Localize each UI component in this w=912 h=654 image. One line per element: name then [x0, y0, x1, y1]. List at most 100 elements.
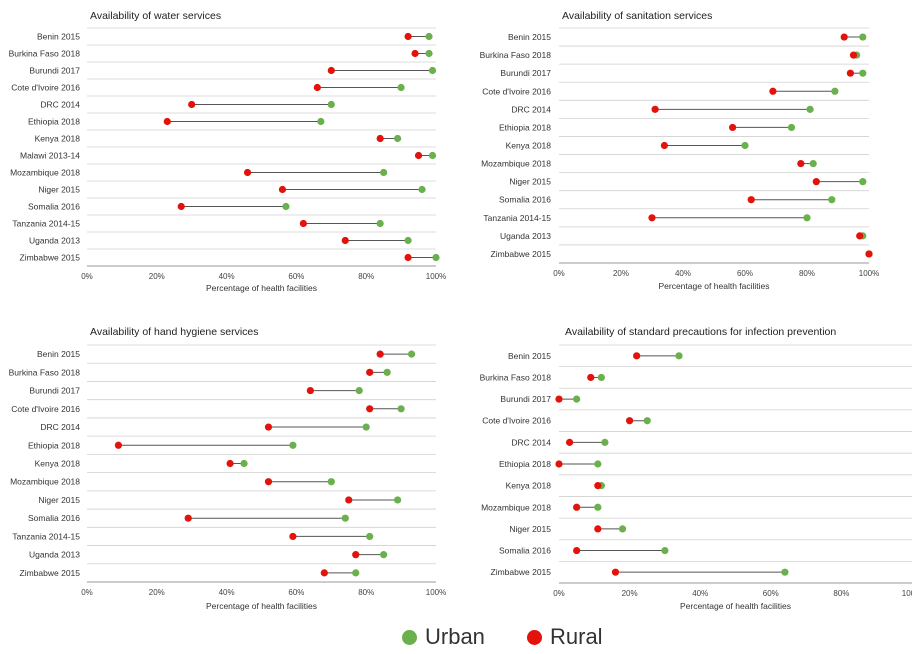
rural-point	[376, 350, 384, 358]
chart-title: Availability of standard precautions for…	[565, 326, 836, 338]
rural-point	[352, 551, 360, 559]
chart-title: Availability of hand hygiene services	[90, 326, 259, 338]
x-axis-label: Percentage of health facilities	[206, 601, 317, 611]
urban-point	[327, 100, 335, 109]
category-label: Kenya 2018	[35, 459, 81, 469]
rural-point	[812, 178, 820, 186]
rural-point	[299, 219, 307, 228]
rural-point	[849, 51, 858, 59]
category-label: Ethiopia 2018	[28, 117, 80, 127]
category-label: Cote d'Ivoire 2016	[482, 416, 551, 426]
category-label: Somalia 2016	[499, 195, 551, 205]
rural-point	[376, 134, 384, 143]
urban-point	[407, 350, 416, 358]
urban-point	[240, 459, 248, 468]
category-label: Burundi 2017	[500, 68, 551, 78]
category-label: Kenya 2018	[506, 141, 552, 151]
category-label: Zimbabwe 2015	[491, 567, 552, 577]
category-label: Burkina Faso 2018	[480, 372, 552, 382]
rural-point	[660, 141, 669, 150]
rural-point	[594, 525, 602, 533]
rural-point	[177, 202, 185, 211]
rural-point	[243, 168, 252, 177]
category-label: Kenya 2018	[35, 134, 81, 144]
x-tick-label: 80%	[358, 588, 374, 597]
category-label: Benin 2015	[508, 32, 551, 42]
rural-point	[797, 159, 805, 168]
rural-point	[555, 460, 563, 468]
category-label: Niger 2015	[509, 177, 551, 187]
rural-point	[626, 417, 634, 425]
urban-point	[601, 438, 609, 446]
rural-point	[611, 568, 620, 576]
x-tick-label: 40%	[219, 272, 235, 281]
category-label: Zimbabwe 2015	[20, 253, 81, 263]
category-label: Tanzania 2014-15	[483, 213, 551, 223]
urban-point	[366, 532, 374, 541]
category-label: Mozambique 2018	[10, 168, 80, 178]
urban-point	[741, 141, 749, 150]
category-label: Mozambique 2018	[10, 477, 80, 487]
urban-point	[859, 178, 867, 186]
x-tick-label: 60%	[737, 269, 753, 278]
rural-point	[769, 87, 777, 95]
category-label: Cote d'Ivoire 2016	[482, 86, 551, 96]
urban-point	[394, 134, 402, 143]
x-tick-label: 100%	[859, 269, 879, 278]
category-label: Zimbabwe 2015	[20, 568, 81, 578]
category-label: Benin 2015	[37, 349, 80, 359]
legend-urban-label: Urban	[425, 624, 485, 649]
category-label: Somalia 2016	[28, 513, 80, 523]
x-axis-label: Percentage of health facilities	[680, 601, 791, 611]
rural-point	[366, 405, 374, 413]
x-tick-label: 20%	[149, 588, 165, 597]
chart-panel-3: Availability of hand hygiene services 0% 2…	[9, 326, 447, 611]
urban-point	[618, 525, 627, 533]
legend: Urban Rural	[0, 624, 912, 654]
rural-point	[846, 69, 855, 77]
category-label: Ethiopia 2018	[499, 122, 551, 132]
rural-point	[587, 373, 595, 382]
category-label: Burkina Faso 2018	[9, 367, 81, 377]
category-label: Mozambique 2018	[481, 502, 551, 512]
urban-point	[594, 503, 602, 511]
x-tick-label: 20%	[622, 589, 638, 598]
urban-point	[397, 83, 405, 92]
x-axis-label: Percentage of health facilities	[658, 281, 769, 291]
urban-point	[432, 253, 440, 262]
category-label: Burundi 2017	[29, 66, 80, 76]
urban-point	[859, 33, 867, 41]
urban-point	[380, 168, 388, 177]
urban-point	[352, 569, 360, 577]
urban-point	[428, 66, 437, 75]
rural-point	[163, 117, 171, 126]
urban-point	[380, 551, 388, 559]
category-label: Somalia 2016	[499, 546, 551, 556]
rural-point	[648, 214, 656, 222]
chart-panel-2: Availability of sanitation services 0% 20%…	[480, 10, 880, 291]
category-label: DRC 2014	[40, 422, 80, 432]
category-label: Cote d'Ivoire 2016	[11, 404, 80, 414]
x-tick-label: 40%	[692, 589, 708, 598]
category-label: Kenya 2018	[506, 481, 552, 491]
urban-point	[594, 460, 602, 468]
chart-panel-4: Availability of standard precautions for…	[480, 326, 912, 611]
rural-point	[345, 496, 353, 504]
urban-point	[418, 185, 426, 194]
x-tick-label: 60%	[288, 272, 304, 281]
x-axis-label: Percentage of health facilities	[206, 283, 317, 293]
rural-point	[573, 503, 581, 511]
category-label: Cote d'Ivoire 2016	[11, 83, 80, 93]
x-tick-label: 20%	[149, 272, 165, 281]
category-label: Uganda 2013	[29, 236, 80, 246]
rural-point	[226, 459, 234, 468]
urban-point	[597, 373, 605, 382]
chart-title: Availability of water services	[90, 10, 221, 22]
rural-point	[289, 532, 297, 541]
rural-point	[747, 196, 755, 204]
urban-point	[404, 236, 412, 245]
rural-point	[264, 423, 273, 431]
urban-point	[425, 32, 433, 41]
rural-point	[856, 232, 864, 240]
urban-point	[806, 105, 814, 113]
